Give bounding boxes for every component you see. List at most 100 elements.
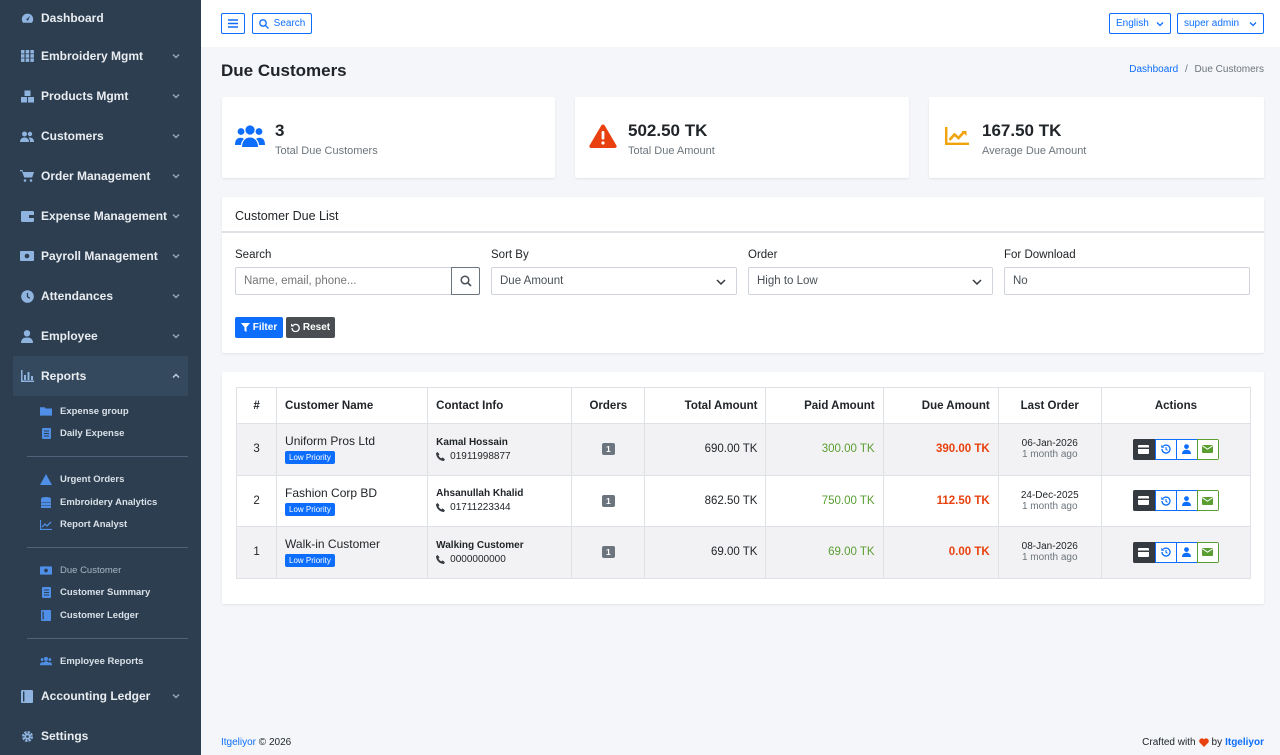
sidebar-item-payroll[interactable]: Payroll Management — [0, 236, 201, 276]
profile-button[interactable] — [1175, 490, 1198, 512]
credit-card-icon — [1138, 496, 1150, 506]
column-header-contact-info[interactable]: Contact Info — [427, 387, 573, 424]
sidebar-item-label: Products Mgmt — [41, 89, 129, 103]
sub-item-embroidery-analytics[interactable]: Embroidery Analytics — [13, 491, 188, 514]
sidebar-item-reports[interactable]: Reports — [13, 356, 188, 396]
column-header-last-order[interactable]: Last Order — [997, 387, 1102, 424]
column-header-number[interactable]: # — [235, 387, 278, 424]
sub-item-urgent-orders[interactable]: Urgent Orders — [13, 468, 188, 491]
chevron-down-icon — [172, 294, 180, 299]
chevron-up-icon — [172, 373, 180, 378]
search-submit-button[interactable] — [451, 267, 480, 295]
email-button[interactable] — [1196, 438, 1219, 460]
filter-button[interactable]: Filter — [235, 317, 283, 338]
sub-item-report-analyst[interactable]: Report Analyst — [13, 513, 188, 536]
footer-copyright-text: © 2026 — [258, 737, 292, 748]
sub-item-customer-summary[interactable]: Customer Summary — [13, 582, 188, 605]
profile-button[interactable] — [1175, 541, 1198, 563]
user-icon — [1182, 547, 1192, 558]
table-row: 1 Walk-in Customer Low Priority Walking … — [235, 526, 1252, 579]
last-order-relative: 1 month ago — [1021, 552, 1078, 564]
customer-name: Walk-in Customer — [285, 537, 380, 552]
stat-label: Total Due Amount — [628, 145, 715, 157]
column-header-due-amount[interactable]: Due Amount — [882, 387, 999, 424]
pay-button[interactable] — [1132, 438, 1156, 460]
sort-by-select[interactable]: Due Amount — [491, 267, 737, 295]
dashboard-icon — [20, 11, 34, 25]
history-button[interactable] — [1154, 541, 1177, 563]
line-chart-icon — [40, 519, 52, 530]
sidebar-item-expense[interactable]: Expense Management — [0, 196, 201, 236]
sidebar-item-attendances[interactable]: Attendances — [0, 276, 201, 316]
pay-button[interactable] — [1132, 490, 1156, 512]
database-icon — [40, 496, 52, 508]
sub-item-expense-group[interactable]: Expense group — [13, 400, 188, 423]
history-button[interactable] — [1154, 438, 1177, 460]
sidebar-item-embroidery[interactable]: Embroidery Mgmt — [0, 36, 201, 76]
chevron-down-icon — [1156, 22, 1164, 27]
download-field[interactable]: No — [1004, 267, 1250, 295]
column-header-total-amount[interactable]: Total Amount — [644, 387, 767, 424]
warning-icon — [40, 473, 52, 485]
sub-item-due-customer[interactable]: Due Customer — [13, 559, 188, 582]
sidebar-item-accounting[interactable]: Accounting Ledger — [0, 676, 201, 716]
sidebar-item-label: Accounting Ledger — [41, 689, 151, 704]
language-label: English — [1116, 18, 1149, 29]
profile-button[interactable] — [1175, 438, 1198, 460]
contact-phone: 01711223344 — [436, 502, 563, 513]
footer-author-link[interactable]: Itgeliyor — [1225, 737, 1264, 748]
sidebar: Dashboard Embroidery Mgmt Products Mgmt … — [0, 0, 201, 755]
sidebar-item-dashboard[interactable]: Dashboard — [0, 0, 201, 36]
footer-brand-link[interactable]: Itgeliyor — [221, 737, 257, 748]
sub-item-label: Employee Reports — [60, 655, 144, 667]
order-select[interactable]: High to Low — [748, 267, 993, 295]
column-header-paid-amount[interactable]: Paid Amount — [765, 387, 884, 424]
sub-item-customer-ledger[interactable]: Customer Ledger — [13, 604, 188, 627]
sidebar-item-customers[interactable]: Customers — [0, 116, 201, 156]
sidebar-item-label: Payroll Management — [41, 249, 158, 263]
email-button[interactable] — [1196, 541, 1219, 563]
document-icon — [40, 587, 52, 599]
column-header-customer-name[interactable]: Customer Name — [276, 387, 429, 424]
contact-name: Kamal Hossain — [436, 436, 508, 448]
orders-badge: 1 — [601, 494, 615, 507]
pay-button[interactable] — [1132, 541, 1156, 563]
reset-button[interactable]: Reset — [286, 317, 335, 338]
email-button[interactable] — [1196, 490, 1219, 512]
users-icon — [40, 656, 52, 667]
sort-by-value: Due Amount — [500, 275, 564, 287]
language-dropdown[interactable]: English — [1109, 13, 1171, 34]
column-header-orders[interactable]: Orders — [571, 387, 646, 424]
orders-badge: 1 — [601, 546, 615, 559]
filter-button-label: Filter — [252, 322, 278, 333]
user-icon — [1182, 495, 1192, 506]
last-order-date: 08-Jan-2026 — [1021, 541, 1078, 553]
row-number: 2 — [235, 474, 278, 527]
sidebar-item-products[interactable]: Products Mgmt — [0, 76, 201, 116]
search-input[interactable] — [235, 267, 452, 295]
search-button[interactable]: Search — [252, 13, 312, 34]
history-button[interactable] — [1154, 490, 1177, 512]
menu-toggle-button[interactable] — [221, 13, 245, 34]
book-icon — [40, 609, 52, 621]
due-customers-table: # Customer Name Contact Info Orders Tota… — [235, 387, 1252, 579]
heart-icon — [1198, 738, 1209, 747]
search-label: Search — [235, 249, 272, 261]
breadcrumb-home-link[interactable]: Dashboard — [1129, 64, 1179, 75]
users-icon — [235, 124, 265, 148]
orders-cell: 1 — [571, 423, 646, 476]
sidebar-item-settings[interactable]: Settings — [0, 716, 201, 755]
phone-number: 01711223344 — [450, 502, 511, 514]
user-dropdown[interactable]: super admin — [1177, 13, 1264, 34]
sidebar-item-orders[interactable]: Order Management — [0, 156, 201, 196]
search-button-label: Search — [273, 18, 306, 29]
last-order-relative: 1 month ago — [1021, 449, 1078, 461]
sidebar-item-employee[interactable]: Employee — [0, 316, 201, 356]
footer-copyright: Itgeliyor © 2026 — [221, 737, 291, 748]
sort-by-label: Sort By — [491, 249, 529, 261]
book-icon — [20, 689, 34, 703]
last-order-date: 06-Jan-2026 — [1021, 438, 1078, 450]
sub-item-daily-expense[interactable]: Daily Expense — [13, 423, 188, 446]
user-icon — [1182, 444, 1192, 455]
sub-item-employee-reports[interactable]: Employee Reports — [13, 650, 188, 673]
